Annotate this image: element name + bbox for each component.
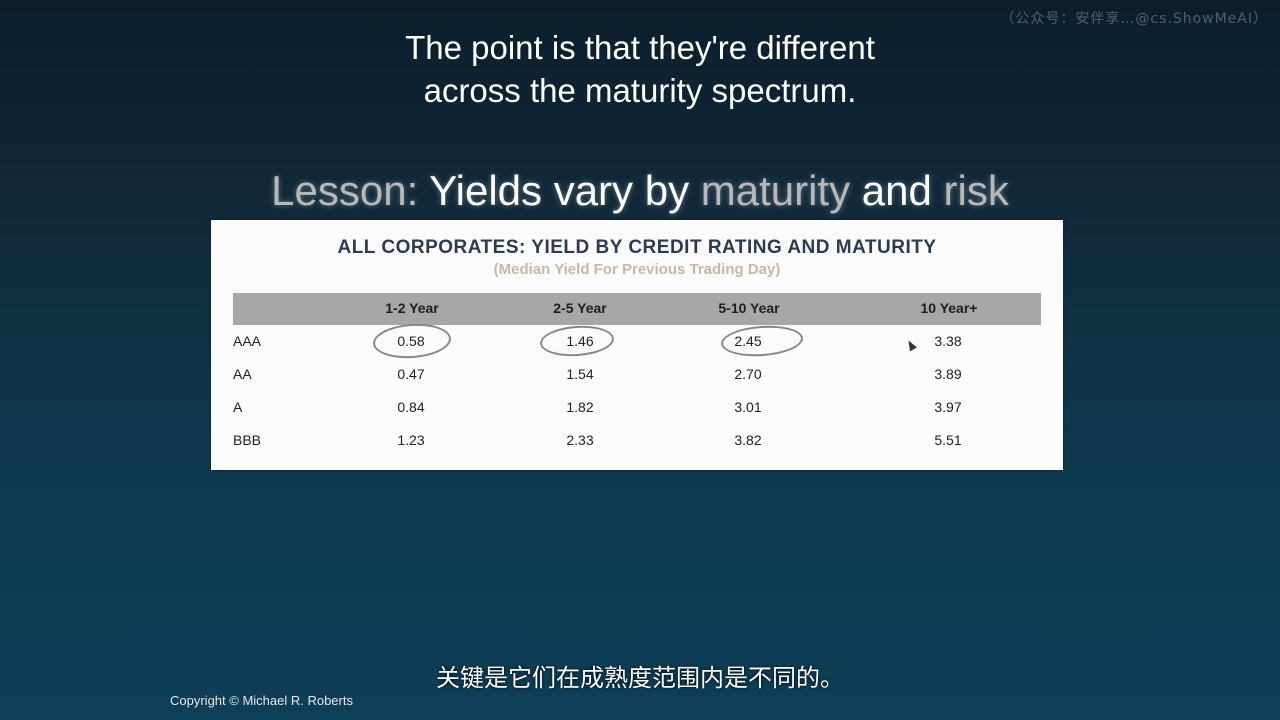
caption-line-2: across the maturity spectrum. [423, 72, 857, 109]
annotation-circle [720, 323, 804, 359]
row-label-bbb: BBB [233, 432, 262, 448]
table-cell: 0.47 [397, 366, 425, 382]
lesson-part-3: and [861, 167, 932, 214]
column-header-5-10-year: 5-10 Year [718, 300, 780, 316]
table-cell: 3.82 [734, 432, 762, 448]
table-cell: 0.84 [397, 399, 425, 415]
row-label-aaa: AAA [233, 333, 262, 349]
watermark-text: （公众号：安伴享…@cs.ShowMeAI） [1000, 11, 1268, 27]
lesson-part-4: risk [943, 167, 1009, 214]
table-cell: 3.01 [734, 399, 762, 415]
table-cell: 1.54 [566, 366, 594, 382]
table-cell: 2.33 [566, 432, 594, 448]
table-cell: 1.82 [566, 399, 594, 415]
row-label-aa: AA [233, 366, 252, 382]
slide-title: Lesson: Yields vary by maturity and risk [0, 165, 1280, 217]
subtitle-caption-top: The point is that they're different acro… [0, 26, 1280, 112]
table-cell: 1.46 [566, 333, 594, 349]
table-header-band [233, 293, 1041, 325]
yield-table-card: ALL CORPORATES: YIELD BY CREDIT RATING A… [211, 220, 1063, 470]
caption-line-1: The point is that they're different [405, 29, 875, 66]
row-label-a: A [233, 399, 243, 415]
table-subtitle: (Median Yield For Previous Trading Day) [493, 261, 781, 278]
table-title: ALL CORPORATES: YIELD BY CREDIT RATING A… [337, 237, 937, 258]
annotation-circle [539, 323, 615, 359]
table-cell: 1.23 [397, 432, 425, 448]
table-cell: 2.70 [734, 366, 762, 382]
table-cell: 3.89 [934, 366, 962, 382]
table-cell: 5.51 [934, 432, 962, 448]
lesson-part-2: maturity [700, 167, 851, 214]
subtitle-caption-bottom: 关键是它们在成熟度范围内是不同的。 [436, 664, 844, 692]
lesson-prefix: Lesson: [271, 167, 419, 214]
column-header-2-5-year: 2-5 Year [553, 300, 607, 316]
annotation-circle [371, 321, 453, 361]
lesson-part-1: Yields vary by [429, 167, 690, 214]
copyright-text: Copyright © Michael R. Roberts [170, 693, 353, 708]
table-cell: 3.38 [934, 333, 962, 349]
table-cell: 3.97 [934, 399, 962, 415]
column-header-1-2-year: 1-2 Year [385, 300, 439, 316]
table-cell: 0.58 [397, 333, 425, 349]
column-header-10-year-plus: 10 Year+ [920, 300, 978, 316]
table-cell: 2.45 [734, 333, 762, 349]
